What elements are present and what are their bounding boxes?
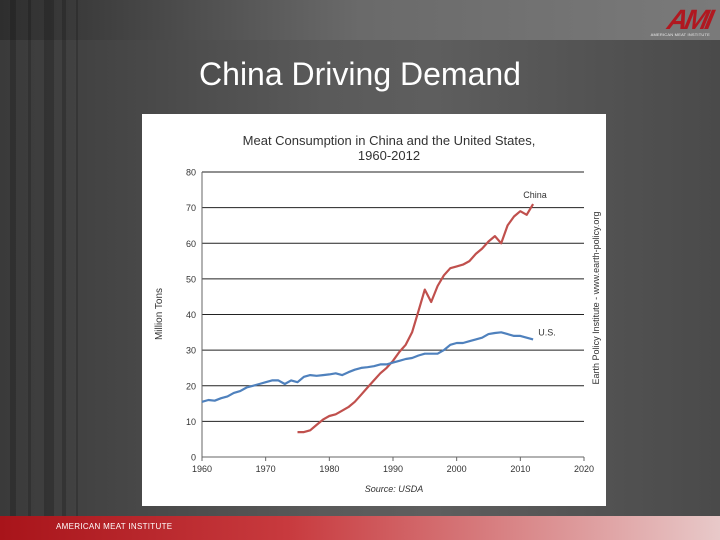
gridlines xyxy=(202,171,584,422)
chart-title: Meat Consumption in China and the United… xyxy=(243,133,536,148)
x-tick-label: 1980 xyxy=(319,464,339,474)
y-axis-label: Million Tons xyxy=(154,288,165,340)
x-tick-label: 2020 xyxy=(574,464,594,474)
y-tick-label: 40 xyxy=(186,310,196,320)
y-tick-label: 60 xyxy=(186,239,196,249)
source-note: Source: USDA xyxy=(365,484,424,494)
y-tick-label: 20 xyxy=(186,381,196,391)
y-tick-label: 70 xyxy=(186,203,196,213)
x-axis-ticks: 1960 1970 1980 1990 2000 2010 2020 xyxy=(192,457,594,474)
footer-text: AMERICAN MEAT INSTITUTE xyxy=(56,522,173,531)
chart-subtitle: 1960-2012 xyxy=(358,148,420,163)
y-tick-label: 50 xyxy=(186,274,196,284)
series-line-us xyxy=(201,331,534,403)
y-tick-label: 10 xyxy=(186,417,196,427)
y-tick-label: 80 xyxy=(186,168,196,178)
x-tick-label: 2010 xyxy=(510,464,530,474)
y-axis-ticks: 0 10 20 30 40 50 60 70 80 xyxy=(186,168,196,463)
slide-title: China Driving Demand xyxy=(199,56,521,92)
chart-panel: Meat Consumption in China and the United… xyxy=(142,114,606,506)
x-tick-label: 1960 xyxy=(192,464,212,474)
ami-logo: AMI AMERICAN MEAT INSTITUTE xyxy=(648,4,714,38)
logo-mark: AMI xyxy=(664,4,714,35)
meat-consumption-chart: Meat Consumption in China and the United… xyxy=(154,133,601,494)
x-tick-label: 1970 xyxy=(256,464,276,474)
series-lines: China U.S. xyxy=(201,190,556,434)
header-band xyxy=(0,0,720,40)
y-tick-label: 0 xyxy=(191,453,196,463)
logo-subtext: AMERICAN MEAT INSTITUTE xyxy=(650,32,710,37)
series-label-us: U.S. xyxy=(538,327,556,337)
footer-bar xyxy=(0,516,720,540)
x-tick-label: 2000 xyxy=(447,464,467,474)
x-tick-label: 1990 xyxy=(383,464,403,474)
credit-note: Earth Policy Institute - www.earth-polic… xyxy=(591,212,601,385)
series-label-china: China xyxy=(523,190,547,200)
series-line-china xyxy=(297,203,535,434)
decorative-stripes xyxy=(0,0,90,540)
y-tick-label: 30 xyxy=(186,346,196,356)
